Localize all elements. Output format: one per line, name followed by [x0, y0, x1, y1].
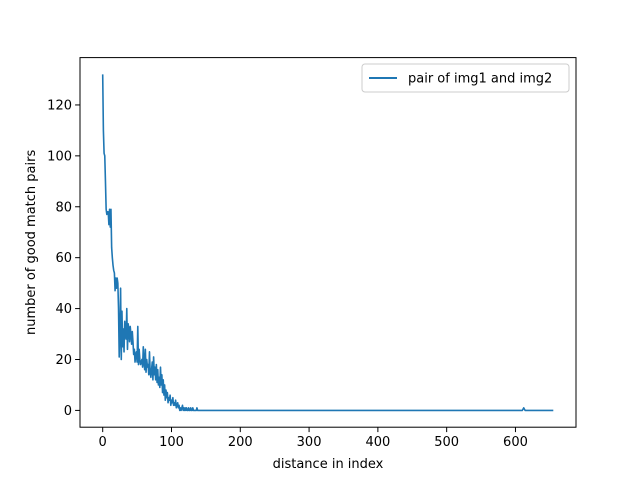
y-tick-label: 20	[55, 353, 72, 368]
x-tick-label: 300	[297, 435, 322, 450]
y-tick-label: 0	[64, 404, 72, 419]
y-tick-label: 120	[47, 98, 72, 113]
x-tick-label: 100	[159, 435, 184, 450]
y-tick-label: 40	[55, 302, 72, 317]
x-axis-ticks: 0 100 200 300 400 500 600	[99, 427, 528, 450]
legend-label: pair of img1 and img2	[408, 72, 552, 87]
y-tick-label: 80	[55, 200, 72, 215]
x-tick-label: 600	[503, 435, 528, 450]
y-axis-ticks: 0 20 40 60 80 100 120	[47, 98, 80, 419]
plot-area	[80, 57, 576, 428]
y-axis-label: number of good match pairs	[24, 150, 39, 335]
y-tick-label: 100	[47, 149, 72, 164]
legend: pair of img1 and img2	[361, 63, 570, 93]
x-axis-label: distance in index	[273, 457, 384, 472]
x-tick-label: 200	[228, 435, 253, 450]
plot-frame	[79, 57, 577, 428]
legend-box	[361, 63, 570, 93]
x-tick-label: 400	[365, 435, 390, 450]
x-tick-label: 0	[99, 435, 107, 450]
series-line	[101, 74, 554, 412]
y-tick-label: 60	[55, 251, 72, 266]
x-tick-label: 500	[434, 435, 459, 450]
series-layer	[101, 74, 554, 412]
